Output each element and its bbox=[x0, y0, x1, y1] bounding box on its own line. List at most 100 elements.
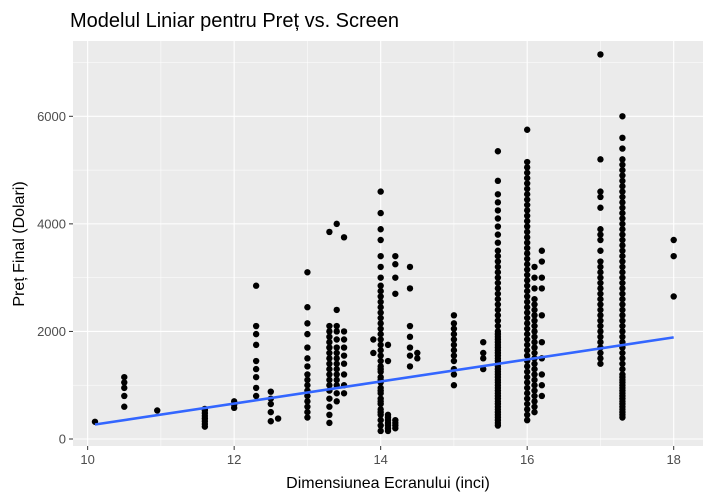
data-point bbox=[538, 247, 546, 254]
data-point bbox=[531, 328, 538, 335]
data-point bbox=[597, 226, 604, 233]
data-point bbox=[450, 382, 458, 389]
data-point bbox=[450, 325, 458, 332]
data-point bbox=[326, 376, 333, 384]
data-point bbox=[531, 338, 538, 346]
data-point bbox=[304, 269, 311, 276]
data-point bbox=[494, 306, 502, 314]
data-point bbox=[597, 295, 604, 303]
data-point bbox=[619, 188, 626, 195]
data-point bbox=[377, 282, 384, 289]
data-point bbox=[531, 274, 538, 281]
data-point bbox=[406, 363, 414, 370]
data-point bbox=[619, 209, 626, 217]
data-point bbox=[326, 395, 333, 402]
data-point bbox=[121, 373, 128, 381]
data-point bbox=[252, 341, 260, 349]
data-point bbox=[392, 252, 399, 260]
data-point bbox=[523, 314, 531, 322]
data-point bbox=[494, 263, 502, 271]
data-point bbox=[523, 395, 531, 402]
data-point bbox=[450, 347, 458, 354]
x-axis-title: Dimensiunea Ecranului (inci) bbox=[286, 475, 490, 492]
data-point bbox=[377, 293, 384, 300]
data-point bbox=[406, 333, 414, 341]
data-point bbox=[523, 191, 531, 198]
data-point bbox=[377, 408, 384, 416]
data-point bbox=[333, 322, 340, 330]
data-point bbox=[523, 416, 531, 424]
data-point bbox=[619, 333, 626, 341]
data-point bbox=[450, 320, 458, 327]
x-tick-label: 16 bbox=[520, 452, 534, 467]
data-point bbox=[619, 406, 626, 413]
data-point bbox=[450, 341, 458, 349]
data-point bbox=[333, 220, 340, 228]
x-tick-label: 14 bbox=[373, 452, 387, 467]
data-point bbox=[538, 258, 546, 265]
data-point bbox=[531, 365, 538, 373]
data-point bbox=[523, 330, 531, 338]
data-point bbox=[531, 398, 538, 405]
data-point bbox=[377, 287, 384, 295]
data-point bbox=[377, 263, 384, 271]
data-points bbox=[91, 51, 677, 435]
data-point bbox=[619, 252, 626, 260]
data-point bbox=[267, 408, 274, 416]
data-point bbox=[619, 349, 626, 357]
data-point bbox=[523, 325, 531, 332]
data-point bbox=[531, 371, 538, 378]
data-point bbox=[494, 199, 502, 206]
data-point bbox=[597, 322, 604, 330]
data-point bbox=[523, 309, 531, 316]
data-point bbox=[597, 188, 604, 195]
data-point bbox=[619, 295, 626, 303]
data-point bbox=[450, 336, 458, 343]
data-point bbox=[538, 274, 546, 281]
data-point bbox=[619, 172, 626, 179]
data-point bbox=[531, 285, 538, 292]
data-point bbox=[531, 403, 538, 410]
data-point bbox=[326, 403, 333, 410]
data-point bbox=[377, 236, 384, 244]
data-point bbox=[154, 407, 161, 414]
data-point bbox=[494, 231, 502, 238]
data-point bbox=[523, 234, 531, 241]
data-point bbox=[619, 400, 626, 408]
data-point bbox=[494, 317, 502, 324]
data-point bbox=[370, 336, 377, 343]
data-point bbox=[597, 317, 604, 324]
data-point bbox=[619, 322, 626, 330]
data-point bbox=[538, 382, 546, 389]
data-point bbox=[523, 201, 531, 209]
data-point bbox=[304, 408, 311, 416]
data-point bbox=[377, 365, 384, 373]
data-point bbox=[450, 330, 458, 338]
data-point bbox=[597, 193, 604, 201]
data-point bbox=[252, 282, 260, 289]
data-point bbox=[538, 312, 546, 319]
data-point bbox=[597, 236, 604, 244]
data-point bbox=[523, 304, 531, 311]
y-tick-label: 6000 bbox=[37, 109, 66, 124]
data-point bbox=[523, 207, 531, 214]
data-point bbox=[619, 373, 626, 381]
data-point bbox=[523, 336, 531, 343]
data-point bbox=[523, 180, 531, 187]
data-point bbox=[377, 298, 384, 306]
data-point bbox=[619, 134, 626, 142]
data-point bbox=[619, 312, 626, 319]
data-point bbox=[523, 379, 531, 386]
data-point bbox=[523, 352, 531, 359]
regression-line-group bbox=[94, 336, 674, 426]
data-point bbox=[523, 228, 531, 236]
data-point bbox=[619, 360, 626, 367]
data-point bbox=[377, 330, 384, 338]
data-point bbox=[450, 352, 458, 359]
data-point bbox=[523, 347, 531, 354]
data-point bbox=[494, 247, 502, 254]
data-point bbox=[523, 368, 531, 375]
data-point bbox=[597, 258, 604, 265]
data-point bbox=[377, 427, 384, 435]
